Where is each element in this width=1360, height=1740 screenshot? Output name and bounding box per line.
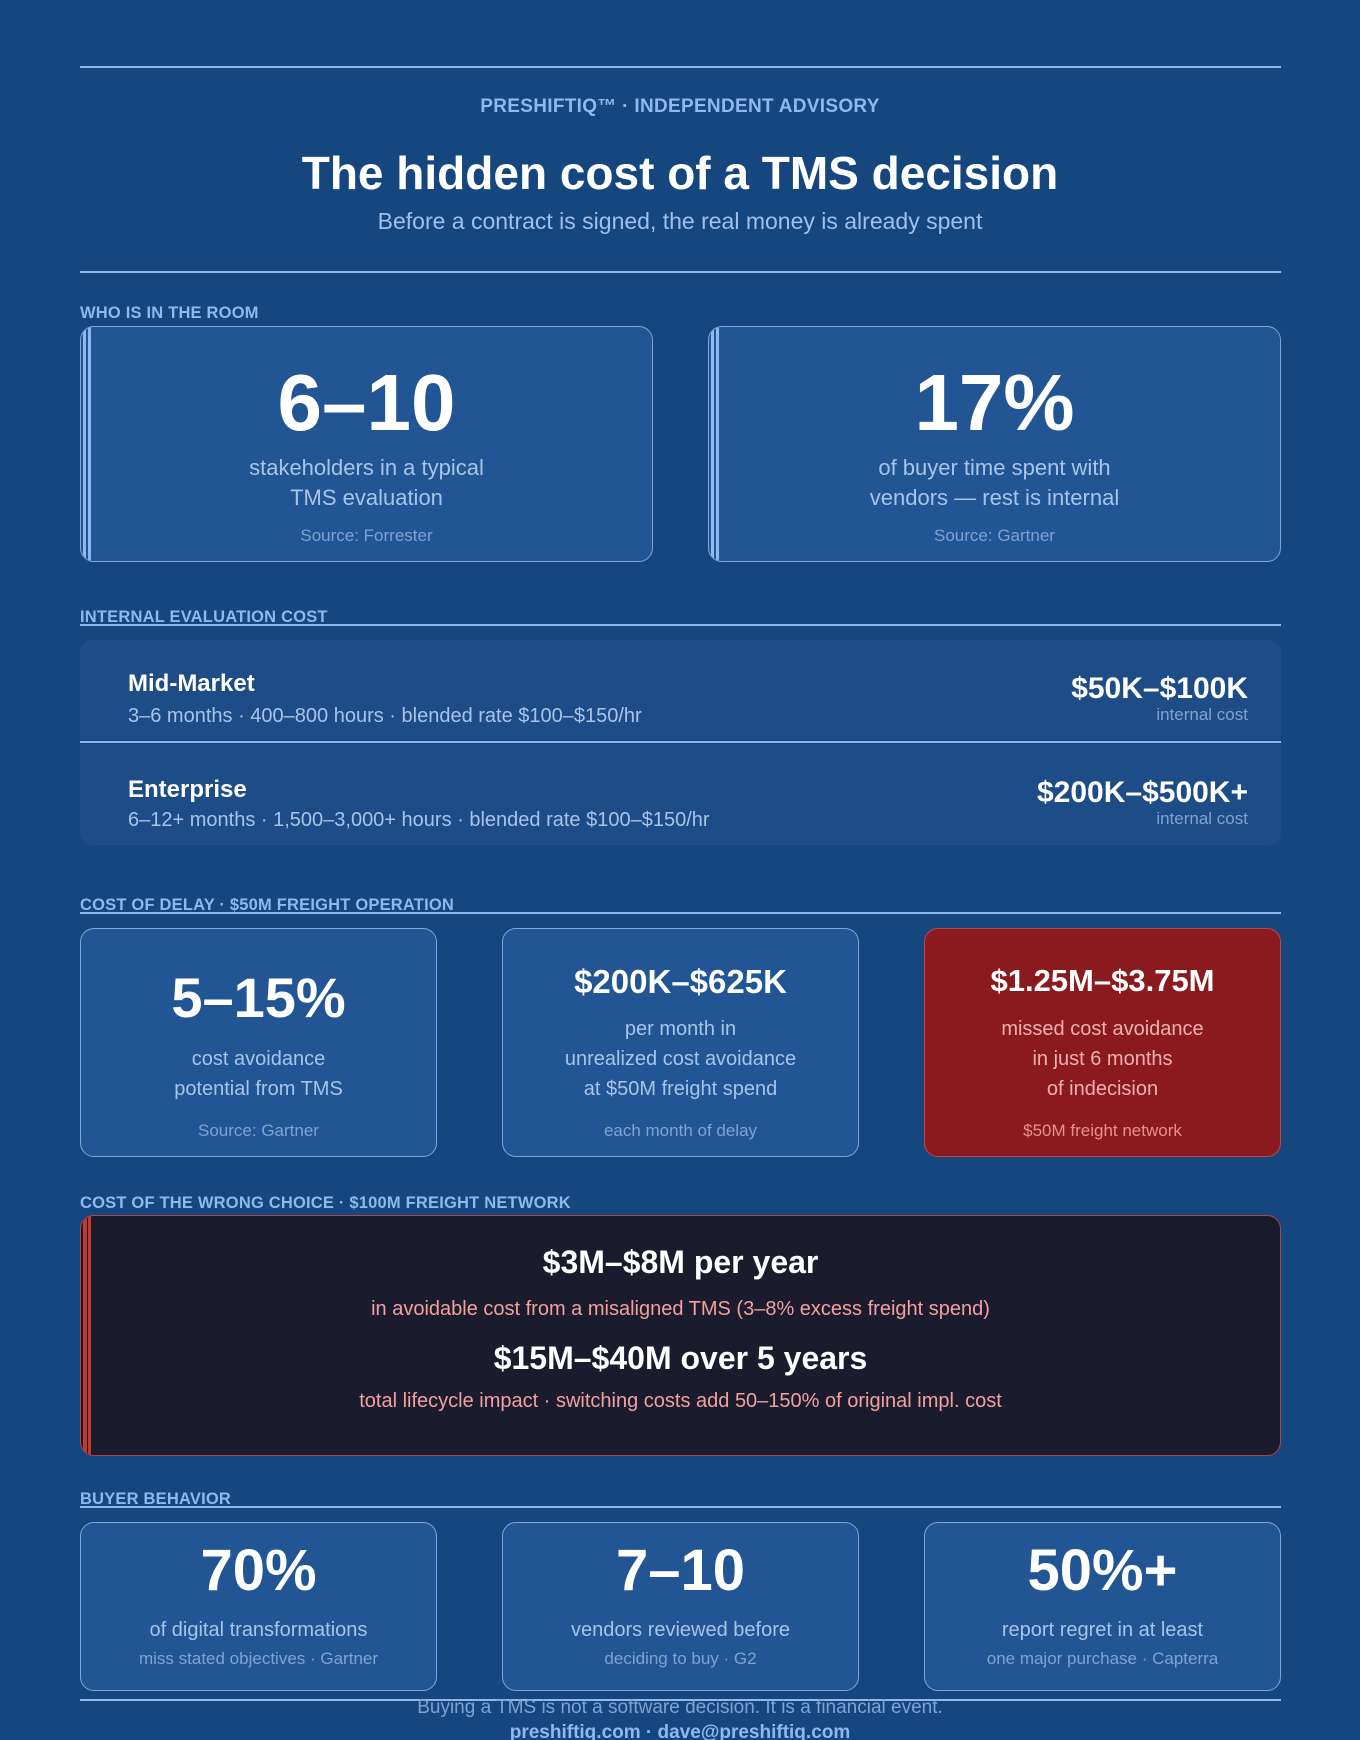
cost-row-mid-market: Mid-Market 3–6 months · 400–800 hours · …	[80, 640, 1281, 740]
cost-row-enterprise: Enterprise 6–12+ months · 1,500–3,000+ h…	[80, 744, 1281, 845]
page-title: The hidden cost of a TMS decision	[301, 147, 1059, 199]
section-label-evaluation: INTERNAL EVALUATION COST	[80, 608, 328, 626]
stat-desc-line: stakeholders in a typical	[249, 455, 484, 480]
stat-desc-line: in just 6 months	[1032, 1048, 1173, 1070]
row-segment-meta: 3–6 months · 400–800 hours · blended rat…	[128, 705, 642, 727]
stat-card-buyer-time: 17% of buyer time spent with vendors — r…	[708, 326, 1281, 562]
section-label-wrong-choice: COST OF THE WRONG CHOICE · $100M FREIGHT…	[80, 1194, 571, 1212]
stat-value: $1.25M–$3.75M	[990, 963, 1215, 998]
row-segment-name: Enterprise	[128, 776, 247, 803]
delay-card-six-months: $1.25M–$3.75M missed cost avoidance in j…	[924, 928, 1281, 1157]
behavior-card-regret: 50%+ report regret in at least one major…	[924, 1522, 1281, 1691]
stat-desc: report regret in at least	[1001, 1619, 1204, 1641]
stat-source: $50M freight network	[1023, 1121, 1182, 1140]
row-divider	[80, 741, 1281, 743]
stat-desc-line: per month in	[624, 1018, 737, 1040]
delay-card-monthly: $200K–$625K per month in unrealized cost…	[502, 928, 859, 1157]
section-label-room: WHO IS IN THE ROOM	[80, 304, 259, 322]
behavior-card-vendors: 7–10 vendors reviewed before deciding to…	[502, 1522, 859, 1691]
stat-desc-line: missed cost avoidance	[1001, 1018, 1204, 1040]
footer-tagline: Buying a TMS is not a software decision.…	[417, 1697, 943, 1718]
row-segment-meta: 6–12+ months · 1,500–3,000+ hours · blen…	[128, 809, 710, 831]
stat-desc-line: TMS evaluation	[290, 485, 443, 510]
stat-card-stakeholders: 6–10 stakeholders in a typical TMS evalu…	[80, 326, 653, 562]
stat-desc-line: at $50M freight spend	[583, 1078, 778, 1100]
footer-contact: preshiftiq.com · dave@preshiftiq.com	[509, 1722, 851, 1740]
stat-desc-line: vendors — rest is internal	[869, 485, 1120, 510]
header-divider	[80, 271, 1281, 273]
stat-desc-line: potential from TMS	[174, 1078, 343, 1100]
delay-card-cost-avoidance: 5–15% cost avoidance potential from TMS …	[80, 928, 437, 1157]
row-amount-label: internal cost	[1156, 705, 1248, 724]
brand-line: PRESHIFTIQ™ · INDEPENDENT ADVISORY	[480, 96, 880, 117]
footer-divider	[80, 1699, 1281, 1701]
stat-value: 5–15%	[171, 966, 346, 1029]
stat-source: deciding to buy · G2	[604, 1649, 757, 1668]
annual-impact-desc: in avoidable cost from a misaligned TMS …	[371, 1298, 990, 1320]
section-divider	[80, 912, 1281, 914]
lifecycle-impact-value: $15M–$40M over 5 years	[493, 1340, 868, 1376]
section-label-behavior: BUYER BEHAVIOR	[80, 1490, 232, 1508]
stat-source: each month of delay	[603, 1121, 758, 1140]
stat-desc-line: unrealized cost avoidance	[564, 1048, 797, 1070]
stat-desc: vendors reviewed before	[570, 1619, 790, 1641]
top-divider	[80, 66, 1281, 68]
stat-source: Source: Gartner	[934, 526, 1055, 545]
page-subtitle: Before a contract is signed, the real mo…	[377, 208, 983, 234]
alert-accent-bar	[81, 1216, 91, 1455]
wrong-choice-panel: $3M–$8M per year in avoidable cost from …	[80, 1215, 1281, 1456]
section-divider	[80, 624, 1281, 626]
lifecycle-impact-desc: total lifecycle impact · switching costs…	[359, 1390, 1002, 1412]
row-amount: $50K–$100K	[1071, 672, 1248, 705]
stat-value: 6–10	[277, 358, 456, 447]
stat-value: 70%	[200, 1538, 317, 1603]
stat-desc-line: of indecision	[1046, 1078, 1159, 1100]
stat-value: 50%+	[1027, 1538, 1178, 1603]
row-amount: $200K–$500K+	[1036, 776, 1248, 809]
row-segment-name: Mid-Market	[128, 670, 255, 697]
stat-source: Source: Gartner	[198, 1121, 319, 1140]
row-amount-label: internal cost	[1156, 809, 1248, 828]
section-label-delay: COST OF DELAY · $50M FREIGHT OPERATION	[80, 896, 455, 914]
stat-desc: of digital transformations	[149, 1619, 368, 1641]
stat-source: Source: Forrester	[300, 526, 433, 545]
stat-desc-line: cost avoidance	[191, 1048, 326, 1070]
stat-desc-line: of buyer time spent with	[878, 455, 1111, 480]
section-divider	[80, 1506, 1281, 1508]
stat-value: 17%	[914, 358, 1075, 447]
stat-source: one major purchase · Capterra	[986, 1649, 1219, 1668]
card-accent-bar	[709, 327, 719, 561]
stat-source: miss stated objectives · Gartner	[138, 1649, 379, 1668]
stat-value: $200K–$625K	[574, 963, 787, 1000]
card-accent-bar	[81, 327, 91, 561]
behavior-card-transformations: 70% of digital transformations miss stat…	[80, 1522, 437, 1691]
stat-value: 7–10	[615, 1538, 746, 1603]
annual-impact-value: $3M–$8M per year	[542, 1244, 819, 1280]
